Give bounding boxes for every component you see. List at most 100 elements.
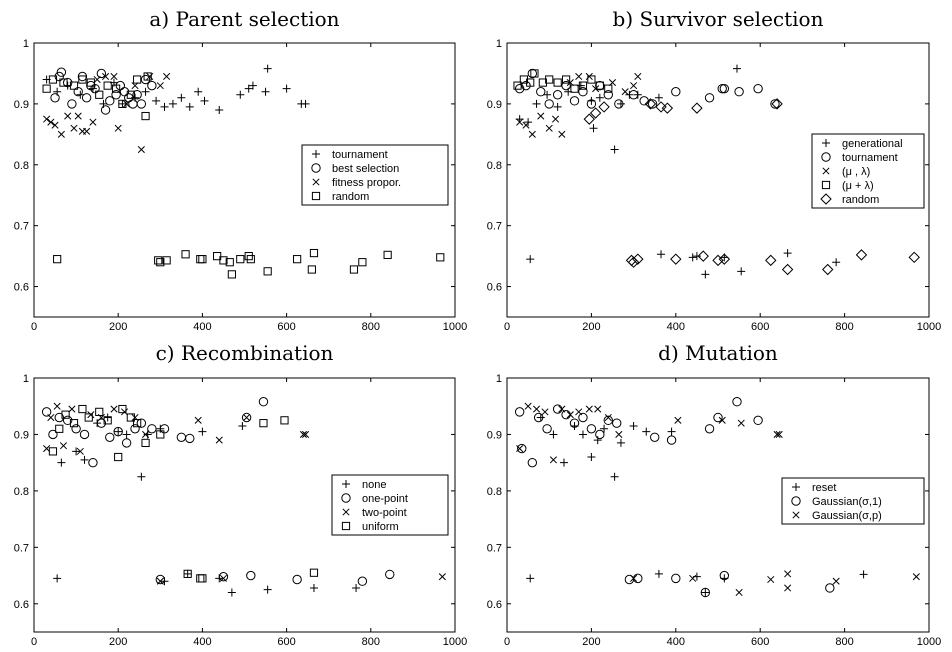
data-point: [280, 416, 289, 425]
data-point: [784, 584, 792, 592]
data-point: [610, 145, 619, 154]
y-tick-label: 0.9: [14, 429, 29, 441]
data-point: [732, 397, 742, 407]
data-point: [176, 432, 187, 442]
data-point: [583, 113, 595, 125]
data-point: [198, 255, 207, 264]
data-point: [718, 416, 726, 424]
data-point: [198, 574, 207, 583]
data-point: [155, 574, 166, 585]
data-point: [67, 99, 77, 109]
legend-marker: [312, 178, 320, 186]
data-point: [156, 82, 164, 90]
data-point: [753, 83, 763, 94]
chart-title: b) Survivor selection: [613, 7, 824, 31]
x-tick-label: 1000: [443, 636, 467, 648]
y-tick-label: 0.9: [487, 99, 502, 111]
data-point: [88, 457, 98, 468]
data-point: [114, 452, 123, 462]
data-series: [514, 397, 835, 598]
data-point: [349, 265, 359, 274]
x-tick-label: 1000: [917, 636, 941, 648]
y-tick-label: 0.6: [14, 599, 29, 611]
legend: generational tournament (μ , λ) (μ + λ) rand…: [811, 133, 925, 209]
data-point: [517, 443, 527, 454]
data-point: [309, 248, 319, 258]
data-point: [532, 405, 541, 413]
data-point: [603, 415, 613, 426]
data-point: [765, 254, 777, 267]
data-point: [570, 84, 579, 93]
data-point: [113, 426, 123, 437]
legend-box: [331, 474, 449, 536]
data-point: [566, 411, 574, 419]
data-point: [615, 430, 623, 438]
data-point: [670, 253, 682, 265]
x-tick-label: 800: [362, 636, 380, 648]
data-point: [51, 121, 59, 129]
data-series: [50, 67, 157, 115]
data-point: [689, 574, 697, 582]
data-point: [263, 267, 272, 276]
data-point: [438, 573, 446, 581]
data-point: [84, 413, 93, 422]
legend-marker: [820, 193, 832, 205]
data-point: [614, 99, 624, 109]
data-point: [734, 87, 744, 97]
data-point: [537, 112, 545, 120]
data-point: [141, 438, 150, 448]
data-series: [516, 402, 920, 597]
x-tick-label: 200: [582, 636, 600, 648]
data-point: [594, 405, 602, 413]
data-point: [79, 429, 90, 440]
data-point: [592, 85, 600, 93]
data-point: [358, 258, 367, 267]
x-tick-label: 400: [667, 321, 685, 333]
data-point: [781, 263, 794, 276]
data-point: [163, 72, 171, 81]
legend-marker: [792, 511, 800, 519]
data-point: [832, 258, 841, 267]
data-point: [561, 75, 571, 84]
data-point: [532, 99, 541, 108]
legend-marker: [311, 163, 321, 173]
data-point: [183, 569, 192, 578]
data-point: [604, 413, 612, 422]
data-point: [80, 455, 89, 464]
data-point: [236, 90, 245, 99]
y-tick-label: 0.8: [487, 486, 502, 498]
data-point: [120, 408, 129, 416]
data-point: [545, 124, 553, 132]
x-tick-label: 600: [751, 636, 769, 648]
data-point: [692, 252, 701, 261]
legend-label: Gaussian(σ,1): [812, 496, 882, 508]
data-point: [238, 421, 247, 430]
data-point: [578, 81, 588, 90]
data-point: [543, 90, 552, 99]
data-point: [181, 250, 190, 259]
legend: tournament best selection fitness propor. r…: [301, 144, 449, 206]
data-point: [100, 105, 111, 115]
data-point: [688, 253, 697, 262]
data-point: [152, 96, 161, 105]
data-point: [118, 99, 127, 108]
x-tick-label: 400: [193, 321, 211, 333]
data-point: [69, 81, 79, 90]
data-point: [103, 413, 112, 422]
legend-marker: [821, 152, 831, 162]
legend-item: (μ + λ): [821, 180, 874, 192]
plot-frame: [506, 42, 930, 318]
data-point: [111, 90, 121, 100]
data-point: [76, 90, 85, 99]
data-point: [301, 430, 310, 438]
legend-box: [301, 144, 449, 206]
data-series: [42, 64, 310, 114]
legend-marker: [341, 493, 351, 503]
data-point: [552, 404, 563, 414]
legend: reset Gaussian(σ,1) Gaussian(σ,p): [781, 477, 925, 525]
data-point: [655, 101, 667, 113]
data-point: [587, 453, 596, 462]
data-point: [549, 430, 558, 439]
legend-box: [811, 133, 925, 209]
legend-label: Gaussian(σ,p): [812, 510, 882, 522]
